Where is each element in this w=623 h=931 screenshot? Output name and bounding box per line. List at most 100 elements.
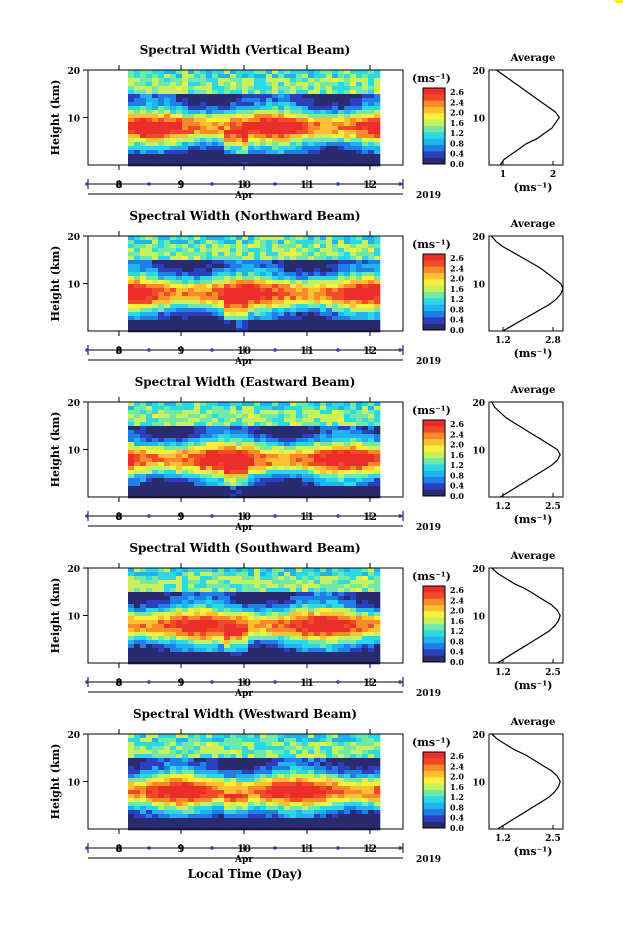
heatmap-cell (170, 822, 177, 827)
heatmap-cell (302, 418, 309, 423)
heatmap-cell (170, 482, 177, 487)
heatmap-cell (308, 600, 315, 605)
heatmap-cell (146, 794, 153, 799)
heatmap-cell (278, 430, 285, 435)
heatmap-cell (320, 656, 327, 661)
heatmap-cell (224, 734, 231, 739)
heatmap-cell (290, 418, 297, 423)
heatmap-cell (218, 284, 225, 289)
heatmap-cell (374, 264, 381, 269)
heatmap-cell (182, 90, 189, 95)
heatmap-cell (326, 118, 333, 123)
heatmap-cell (278, 130, 285, 135)
heatmap-cell (344, 568, 351, 573)
heatmap-cell (146, 462, 153, 467)
heatmap-cell (350, 86, 357, 91)
heatmap-cell (224, 402, 231, 407)
heatmap-cell (332, 70, 339, 75)
heatmap-cell (344, 122, 351, 127)
heatmap-cell (146, 256, 153, 261)
heatmap-cell (278, 786, 285, 791)
heatmap-cell (176, 786, 183, 791)
heatmap-cell (368, 114, 375, 119)
heatmap-cell (302, 644, 309, 649)
heatmap-cell (296, 584, 303, 589)
heatmap-cell (134, 778, 141, 783)
heatmap-cell (242, 276, 249, 281)
heatmap-cell (212, 422, 219, 427)
heatmap-cell (320, 660, 327, 665)
heatmap-cell (170, 806, 177, 811)
heatmap-cell (326, 264, 333, 269)
heatmap-cell (164, 458, 171, 463)
heatmap-cell (140, 572, 147, 577)
heatmap-cell (344, 612, 351, 617)
heatmap-cell (338, 580, 345, 585)
heatmap-cell (200, 248, 207, 253)
heatmap-cell (362, 636, 369, 641)
heatmap-cell (224, 482, 231, 487)
heatmap-cell (176, 130, 183, 135)
heatmap-cell (146, 98, 153, 103)
heatmap-cell (278, 134, 285, 139)
heatmap-cell (326, 90, 333, 95)
heatmap-cell (164, 462, 171, 467)
heatmap-cell (218, 608, 225, 613)
heatmap-cell (284, 466, 291, 471)
heatmap-cell (206, 458, 213, 463)
heatmap-cell (140, 292, 147, 297)
heatmap-cell (242, 810, 249, 815)
heatmap-cell (248, 244, 255, 249)
heatmap-cell (152, 118, 159, 123)
heatmap-cell (134, 422, 141, 427)
heatmap-cell (326, 308, 333, 313)
heatmap-cell (272, 292, 279, 297)
heatmap-cell (260, 134, 267, 139)
heatmap-cell (158, 494, 165, 499)
heatmap-cell (140, 102, 147, 107)
heatmap-cell (182, 454, 189, 459)
heatmap-cell (266, 576, 273, 581)
heatmap-cell (278, 474, 285, 479)
heatmap-cell (230, 754, 237, 759)
heatmap-cell (194, 644, 201, 649)
heatmap-cell (134, 410, 141, 415)
heatmap-cell (194, 584, 201, 589)
heatmap-cell (344, 454, 351, 459)
heatmap-cell (350, 138, 357, 143)
heatmap-cell (332, 102, 339, 107)
heatmap-cell (368, 288, 375, 293)
heatmap-cell (152, 122, 159, 127)
heatmap-cell (374, 584, 381, 589)
heatmap-cell (248, 438, 255, 443)
heatmap-cell (170, 620, 177, 625)
heatmap-cell (236, 308, 243, 313)
heatmap-cell (212, 592, 219, 597)
heatmap-cell (176, 308, 183, 313)
heatmap-cell (182, 810, 189, 815)
heatmap-cell (164, 738, 171, 743)
heatmap-cell (230, 660, 237, 665)
heatmap-cell (242, 264, 249, 269)
heatmap-cell (164, 490, 171, 495)
heatmap-cell (260, 632, 267, 637)
heatmap-cell (332, 624, 339, 629)
heatmap-cell (158, 244, 165, 249)
heatmap-cell (356, 588, 363, 593)
heatmap-cell (152, 652, 159, 657)
heatmap-cell (206, 466, 213, 471)
heatmap-cell (230, 576, 237, 581)
heatmap-cell (224, 588, 231, 593)
heatmap-cell (344, 422, 351, 427)
heatmap-cell (200, 762, 207, 767)
heatmap-cell (320, 596, 327, 601)
heatmap-cell (146, 126, 153, 131)
heatmap-cell (332, 434, 339, 439)
heatmap-cell (128, 312, 135, 317)
heatmap-cell (314, 82, 321, 87)
heatmap-cell (374, 426, 381, 431)
heatmap-cell (206, 284, 213, 289)
heatmap-cell (206, 742, 213, 747)
time-axis-marker (336, 680, 340, 684)
heatmap-cell (146, 70, 153, 75)
